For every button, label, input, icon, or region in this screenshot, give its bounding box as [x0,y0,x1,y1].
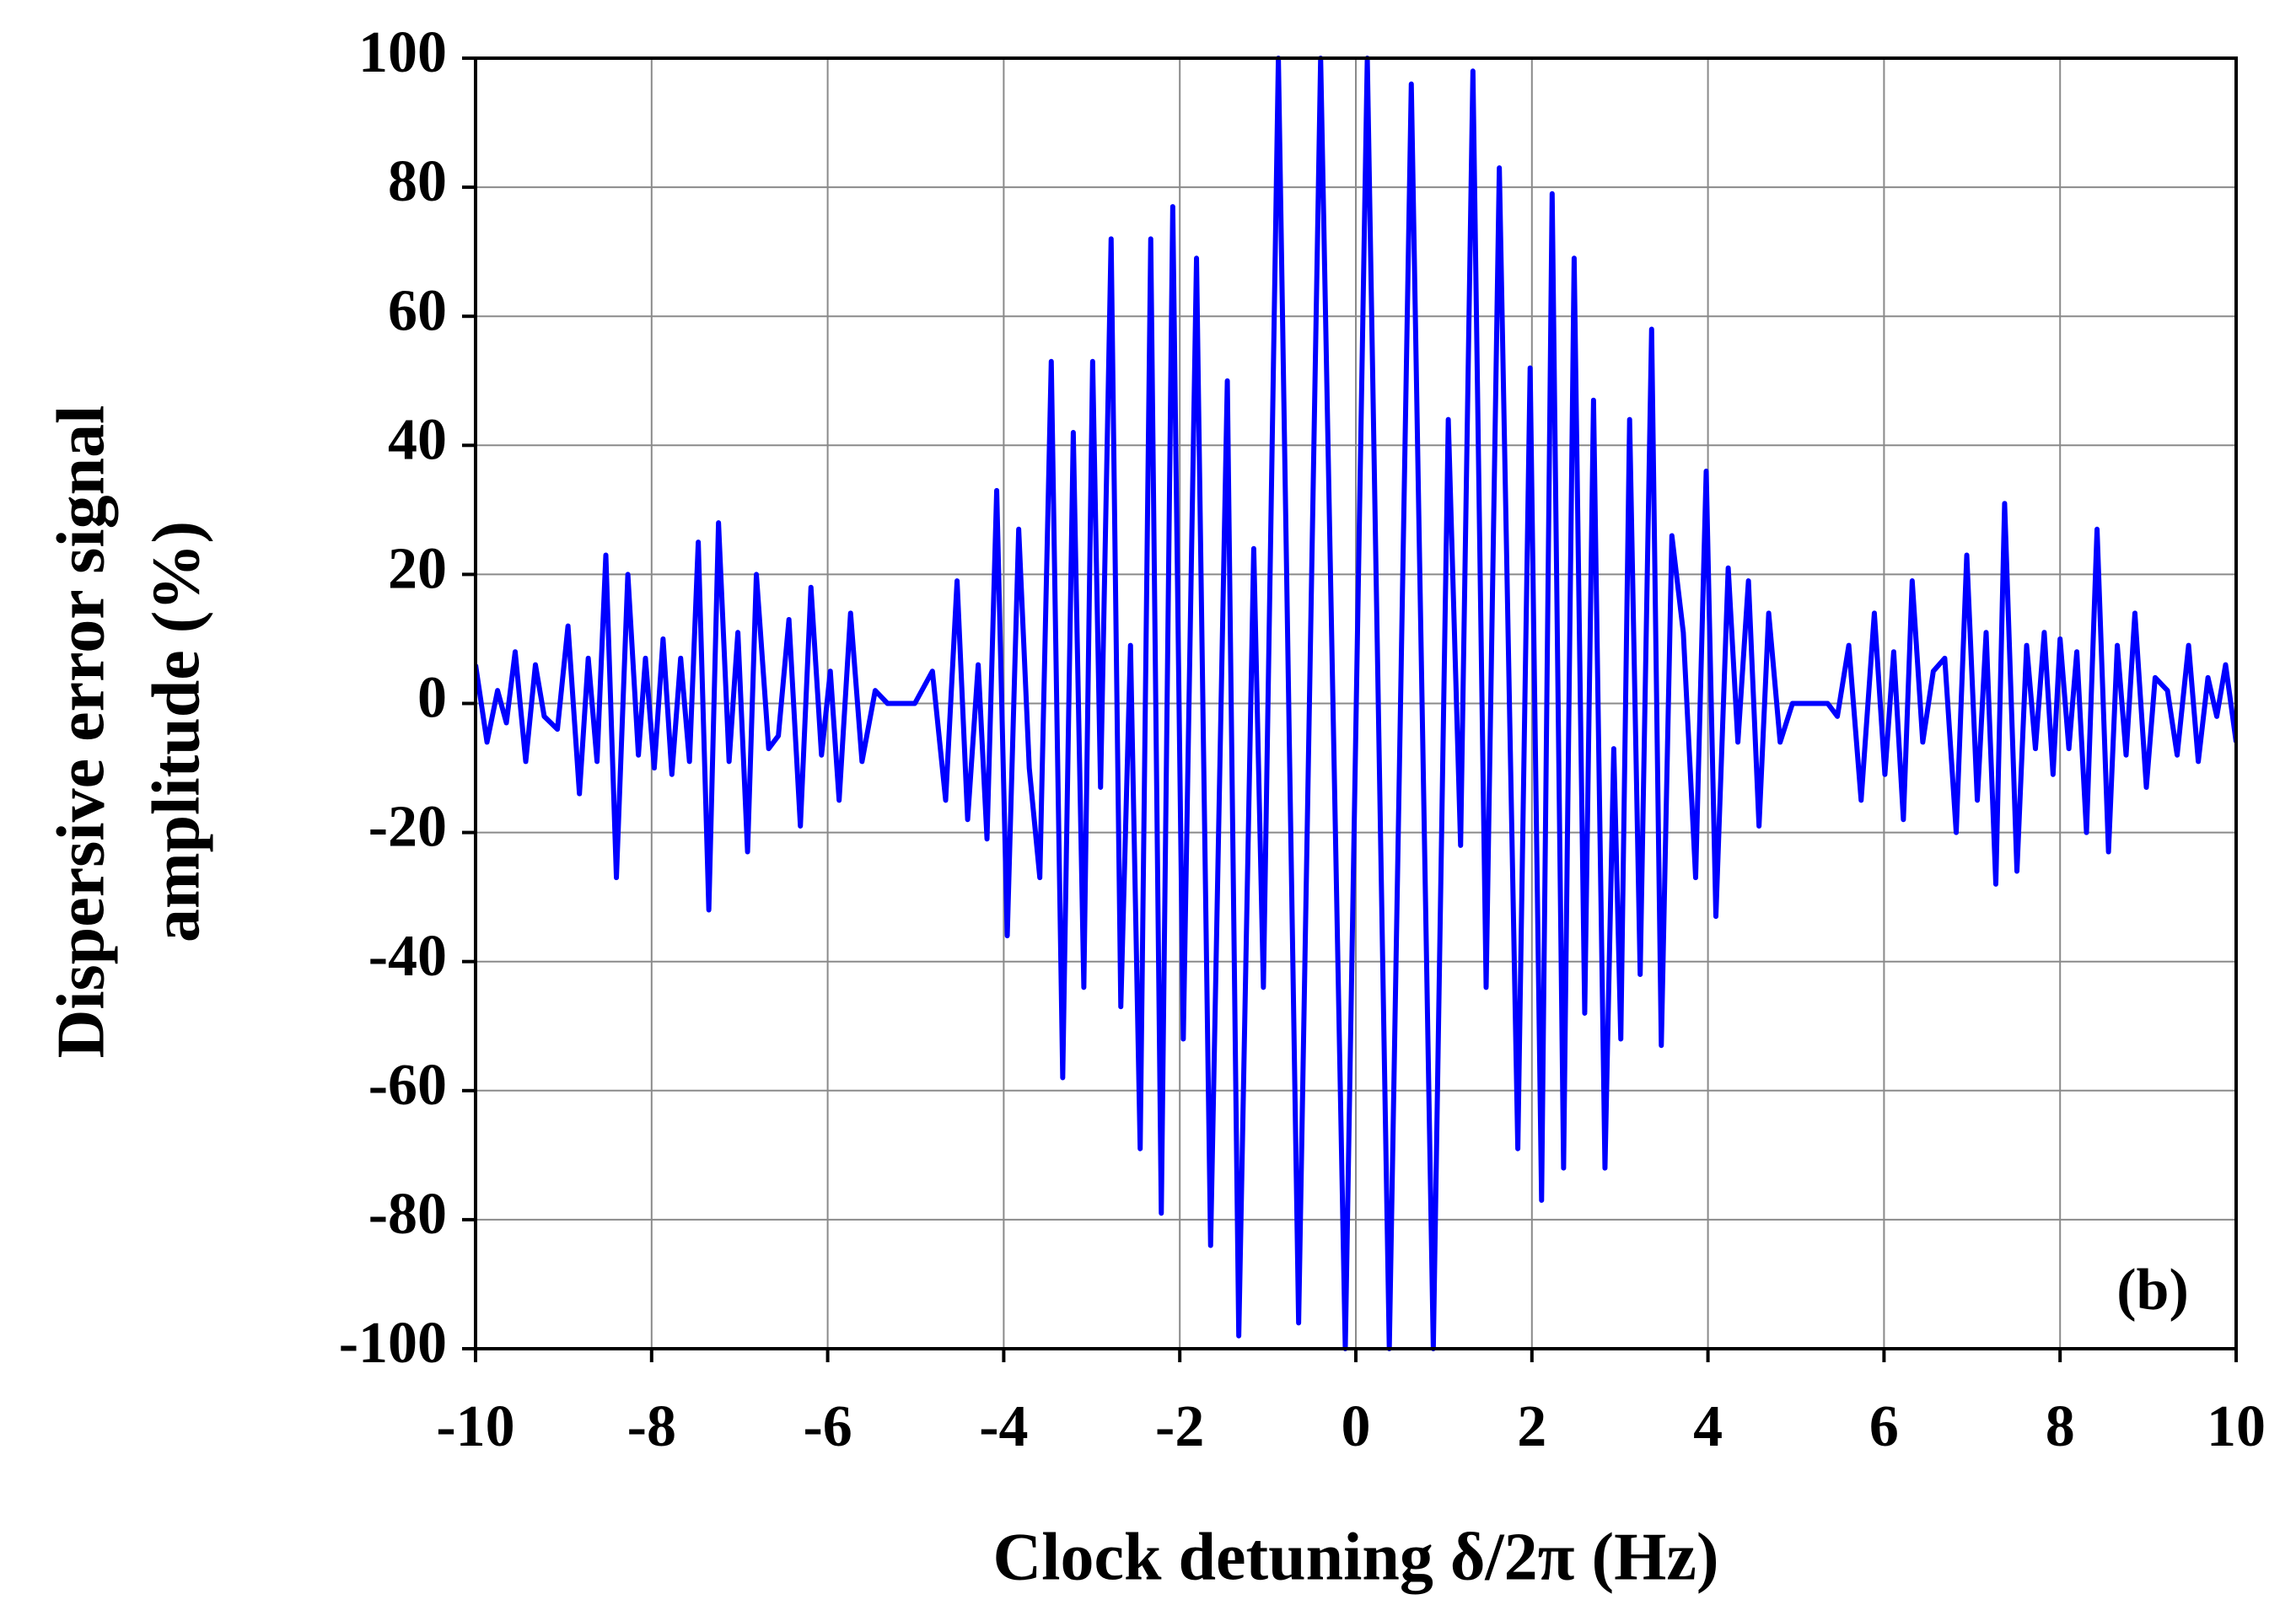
x-tick-label: 6 [1869,1394,1899,1459]
x-tick-label: 10 [2207,1394,2266,1459]
y-tick-label: 20 [388,536,447,601]
x-tick-label: 0 [1342,1394,1371,1459]
x-axis-title: Clock detuning δ/2π (Hz) [993,1520,1719,1594]
y-axis-title: amplitude (%) [139,521,213,942]
y-axis-title: Dispersive error signal [44,405,118,1059]
y-tick-label: -20 [368,795,447,860]
x-tick-label: 4 [1693,1394,1723,1459]
y-tick-label: 80 [388,149,447,214]
y-tick-label: -60 [368,1053,447,1118]
y-tick-label: -80 [368,1182,447,1247]
panel-label: (b) [2116,1258,2189,1323]
x-tick-label: 2 [1517,1394,1546,1459]
y-tick-label: 100 [358,20,447,85]
y-tick-label: 40 [388,407,447,472]
plot-frame [474,56,2238,1350]
x-tick-label: -4 [979,1394,1028,1459]
x-tick-label: -10 [436,1394,514,1459]
x-tick-label: 8 [2046,1394,2075,1459]
y-tick-label: -40 [368,924,447,989]
x-tick-label: -8 [627,1394,676,1459]
signal-line [476,56,2236,1351]
y-tick-label: -100 [339,1311,447,1376]
y-tick-label: 60 [388,278,447,343]
x-tick-label: -6 [803,1394,852,1459]
y-tick-label: 0 [417,666,447,731]
x-tick-label: -2 [1155,1394,1204,1459]
